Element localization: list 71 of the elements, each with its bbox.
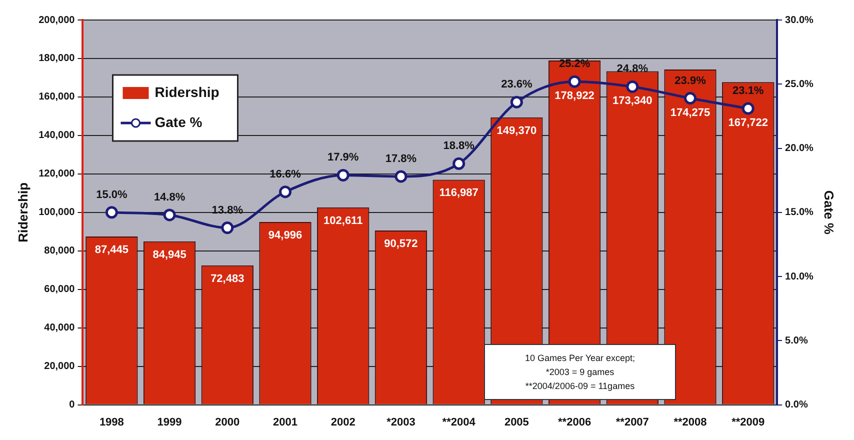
x-tick-label: 2001: [273, 416, 298, 428]
legend-label: Ridership: [154, 84, 220, 100]
data-label: 18.8%: [443, 140, 475, 152]
x-tick-label: **2008: [674, 416, 707, 428]
x-tick-label: **2009: [732, 416, 765, 428]
data-label: 72,483: [210, 272, 244, 285]
y-axis-title: Ridership: [15, 182, 30, 242]
point: [394, 170, 408, 183]
x-tick-label: 2000: [215, 416, 240, 428]
data-label: 84,945: [152, 248, 186, 261]
data-label: 23.6%: [501, 78, 532, 91]
point: [279, 186, 292, 198]
point: [336, 168, 350, 182]
data-label: 149,370: [496, 124, 537, 137]
data-label: 116,987: [439, 187, 478, 200]
y2-axis-title: Gate %: [822, 190, 837, 235]
data-label: 23.9%: [674, 74, 706, 87]
point: [163, 208, 176, 222]
y-tick-label: 40,000: [44, 322, 76, 334]
y2-tick-label: 10.0%: [785, 271, 814, 282]
y-tick-label: 60,000: [44, 284, 76, 296]
x-tick-label: *2003: [386, 416, 416, 428]
y-tick-label: 160,000: [38, 92, 76, 103]
point: [510, 96, 523, 108]
data-label: 14.8%: [154, 191, 186, 204]
y-tick-label: 200,000: [38, 14, 76, 26]
data-label: 167,722: [728, 117, 768, 130]
x-tick-label: 1998: [99, 416, 124, 428]
y-tick-label: 180,000: [38, 53, 76, 64]
x-tick-label: **2006: [558, 416, 592, 428]
y2-tick-label: 25.0%: [785, 78, 814, 90]
y2-tick-label: 20.0%: [785, 143, 814, 154]
y-tick-label: 80,000: [44, 246, 76, 257]
data-label: 23.1%: [732, 85, 764, 98]
data-label: 178,922: [554, 90, 594, 102]
point: [626, 80, 639, 93]
data-label: 174,275: [670, 106, 710, 119]
y-tick-label: 100,000: [38, 207, 76, 218]
y2-tick-label: 15.0%: [785, 207, 814, 218]
note-box: 10 Games Per Year except; *2003 = 9 games **2004/2006-09 = 11games: [484, 344, 676, 400]
data-label: 102,611: [324, 214, 363, 227]
x-tick-label: 2002: [330, 416, 356, 428]
x-tick-label: **2004: [442, 416, 476, 428]
y2-tick-label: 0.0%: [785, 400, 808, 411]
data-label: 90,572: [384, 238, 418, 250]
point: [105, 206, 118, 219]
point: [742, 102, 754, 115]
point: [221, 222, 234, 234]
x-tick-label: **2007: [616, 416, 649, 428]
y-tick-label: 20,000: [44, 361, 76, 372]
point: [568, 75, 581, 88]
point: [452, 157, 466, 170]
annotation: **2004/2006-09 = 11games: [524, 380, 636, 393]
y-tick-label: 0: [69, 400, 76, 411]
data-label: 94,996: [268, 230, 302, 242]
annotation: *2003 = 9 games: [544, 366, 616, 379]
data-label: 87,445: [94, 244, 129, 256]
data-label: 15.0%: [96, 188, 128, 201]
legend-label: Gate %: [154, 114, 203, 130]
y-tick-label: 140,000: [38, 130, 76, 142]
y2-tick-label: 5.0%: [785, 335, 808, 346]
y2-tick-label: 30.0%: [785, 14, 814, 26]
data-label: 17.8%: [385, 153, 417, 166]
data-label: 173,340: [612, 95, 652, 108]
x-tick-label: 2005: [504, 416, 529, 428]
point: [684, 92, 697, 104]
annotation: 10 Games Per Year except;: [524, 352, 636, 365]
data-label: 17.9%: [328, 152, 359, 164]
data-label: 25.2%: [558, 58, 590, 70]
y-tick-label: 120,000: [38, 168, 76, 180]
x-tick-label: 1999: [157, 416, 182, 428]
